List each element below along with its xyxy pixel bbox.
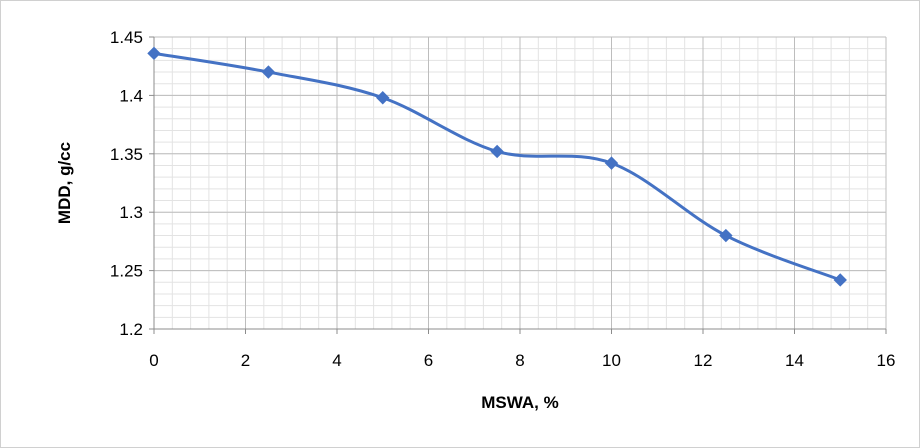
y-tick-label: 1.3	[119, 203, 143, 222]
y-tick-label: 1.25	[110, 262, 143, 281]
y-tick-label: 1.35	[110, 145, 143, 164]
data-point-marker	[833, 273, 847, 287]
y-tick-label: 1.2	[119, 320, 143, 339]
data-point-marker	[604, 156, 619, 170]
x-tick-label: 16	[877, 351, 896, 370]
series-line	[153, 51, 841, 282]
series-layer	[147, 46, 847, 287]
x-tick-label: 0	[149, 351, 158, 370]
x-tick-label: 8	[515, 351, 524, 370]
data-point-marker	[147, 46, 161, 61]
y-tick-label: 1.4	[119, 86, 143, 105]
x-tick-label: 2	[241, 351, 250, 370]
y-axis-title: MDD, g/cc	[55, 142, 74, 224]
data-point-marker	[261, 65, 276, 79]
x-tick-label: 10	[602, 351, 621, 370]
x-tick-label: 4	[332, 351, 341, 370]
x-tick-label: 12	[694, 351, 713, 370]
tick-labels: 0 2 4 6 8 10 12 14 16 1.2 1.25 1.3 1.35 1.4 1.45	[110, 28, 896, 370]
y-tick-label: 1.45	[110, 28, 143, 47]
x-tick-label: 6	[424, 351, 433, 370]
axes	[149, 36, 887, 334]
x-axis-title: MSWA, %	[481, 393, 558, 412]
data-point-marker	[490, 144, 504, 159]
data-point-marker	[719, 228, 733, 243]
data-point-marker	[376, 91, 390, 105]
x-tick-label: 14	[785, 351, 804, 370]
